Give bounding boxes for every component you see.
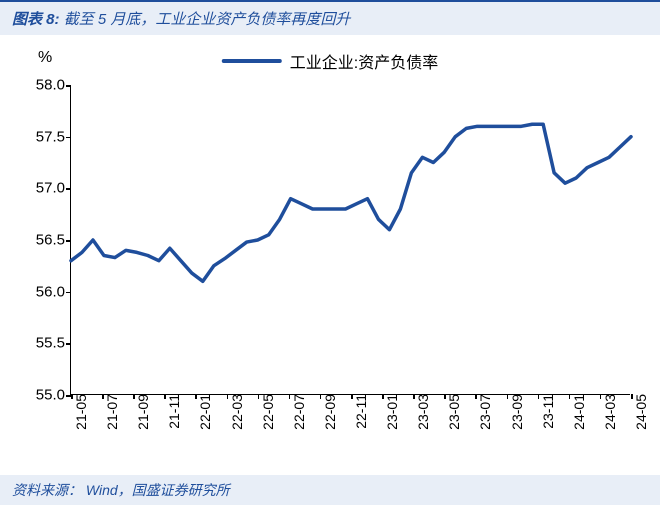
chart-number: 图表 8: [12, 11, 60, 28]
x-tick-label: 24-03 [596, 394, 618, 430]
x-tick-mark [538, 394, 540, 399]
x-tick-mark [444, 394, 446, 399]
x-tick-label: 22-09 [316, 394, 338, 430]
x-tick-mark [71, 394, 73, 399]
x-tick-label: 22-11 [347, 394, 369, 429]
x-tick-mark [600, 394, 602, 399]
x-tick-mark [382, 394, 384, 399]
y-tick-mark [66, 292, 71, 294]
x-tick-mark [289, 394, 291, 399]
y-tick-mark [66, 85, 71, 87]
y-axis-unit: % [38, 49, 52, 67]
x-tick-label: 23-05 [440, 394, 462, 430]
y-tick-mark [66, 188, 71, 190]
x-tick-mark [569, 394, 571, 399]
x-tick-label: 24-01 [565, 394, 587, 430]
x-tick-mark [164, 394, 166, 399]
x-tick-label: 21-05 [67, 394, 89, 430]
x-tick-label: 22-05 [254, 394, 276, 430]
x-tick-label: 23-11 [534, 394, 556, 429]
x-tick-mark [507, 394, 509, 399]
x-tick-mark [258, 394, 260, 399]
x-tick-label: 21-11 [160, 394, 182, 429]
data-line [71, 124, 631, 281]
x-tick-label: 23-07 [471, 394, 493, 430]
line-svg [71, 85, 631, 395]
x-tick-label: 22-03 [223, 394, 245, 430]
x-tick-mark [413, 394, 415, 399]
x-tick-label: 23-03 [409, 394, 431, 430]
chart-footer: 资料来源： Wind，国盛证券研究所 [0, 475, 660, 505]
legend: 工业企业:资产负债率 [222, 49, 438, 73]
x-tick-mark [133, 394, 135, 399]
chart-area: % 工业企业:资产负债率 55.055.556.056.557.057.558.… [0, 35, 660, 475]
x-tick-mark [102, 394, 104, 399]
chart-title: 截至 5 月底，工业企业资产负债率再度回升 [64, 11, 351, 28]
source-label: 资料来源： [12, 482, 82, 498]
x-tick-label: 22-07 [285, 394, 307, 430]
x-tick-label: 21-09 [129, 394, 151, 430]
x-tick-mark [195, 394, 197, 399]
x-tick-label: 24-05 [627, 394, 649, 430]
x-tick-label: 23-01 [378, 394, 400, 430]
x-tick-label: 23-09 [503, 394, 525, 430]
legend-swatch [222, 59, 282, 63]
x-tick-mark [351, 394, 353, 399]
x-tick-mark [227, 394, 229, 399]
x-tick-label: 22-01 [191, 394, 213, 430]
source-text: Wind，国盛证券研究所 [86, 482, 230, 498]
plot-region: 55.055.556.056.557.057.558.021-0521-0721… [70, 85, 630, 395]
chart-header: 图表 8: 截至 5 月底，工业企业资产负债率再度回升 [0, 0, 660, 35]
y-tick-mark [66, 137, 71, 139]
legend-label: 工业企业:资产负债率 [290, 49, 438, 73]
x-tick-mark [631, 394, 633, 399]
x-tick-mark [475, 394, 477, 399]
y-tick-mark [66, 343, 71, 345]
x-tick-label: 21-07 [98, 394, 120, 430]
x-tick-mark [320, 394, 322, 399]
y-tick-mark [66, 240, 71, 242]
